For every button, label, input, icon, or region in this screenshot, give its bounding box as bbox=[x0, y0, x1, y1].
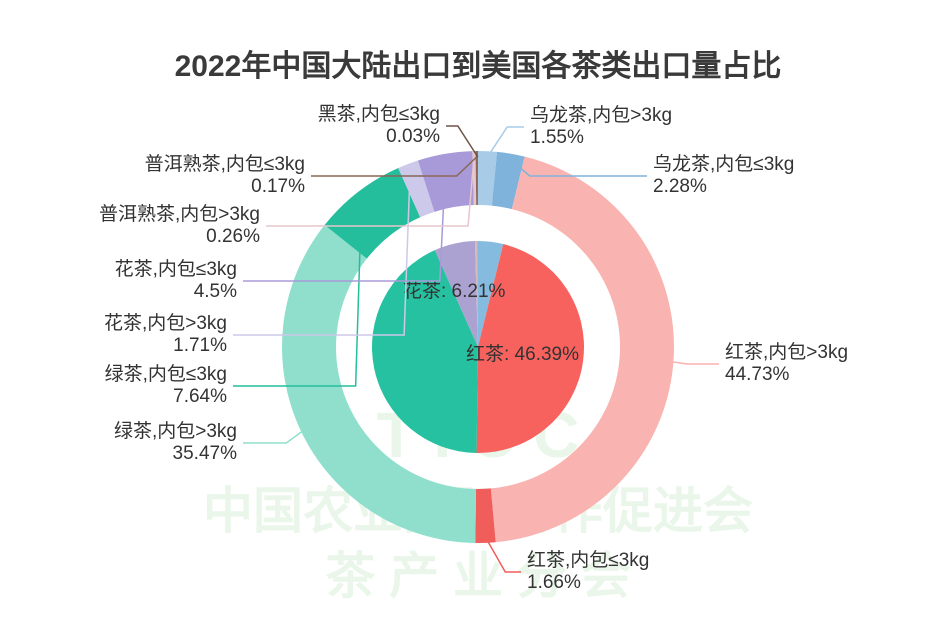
data-label: 花茶: 6.21% bbox=[403, 280, 506, 302]
chart-title: 2022年中国大陆出口到美国各茶类出口量占比 bbox=[175, 49, 782, 83]
slice-label: 花茶,内包>3kg bbox=[104, 312, 227, 334]
leader-line bbox=[667, 360, 719, 365]
data-label: 1.66% bbox=[527, 572, 581, 593]
pie-slice bbox=[282, 225, 477, 543]
data-label: 0.26% bbox=[206, 226, 260, 247]
pie-slice bbox=[490, 156, 675, 543]
pie-slice bbox=[324, 167, 421, 259]
data-label: 2.28% bbox=[653, 176, 707, 197]
pie-slice bbox=[474, 241, 478, 347]
slice-label: 普洱熟茶,内包>3kg bbox=[99, 203, 260, 225]
data-label: 35.47% bbox=[173, 443, 238, 464]
leader-line bbox=[486, 126, 524, 158]
leader-line bbox=[243, 427, 307, 444]
data-label: 红茶: 46.39% bbox=[466, 343, 579, 365]
slice-label: 普洱熟茶,内包≤3kg bbox=[145, 153, 305, 175]
slice-label: 绿茶,内包≤3kg bbox=[105, 363, 227, 385]
data-label: 4.5% bbox=[194, 281, 237, 302]
pie-slice bbox=[398, 160, 435, 218]
leader-line bbox=[243, 159, 447, 282]
data-label: 1.71% bbox=[173, 335, 227, 356]
slice-label: 花茶,内包≤3kg bbox=[115, 258, 237, 280]
pie-slice bbox=[372, 250, 478, 453]
pie-slice bbox=[417, 151, 474, 212]
slice-label: 红茶,内包≤3kg bbox=[527, 549, 649, 571]
data-label: 0.17% bbox=[251, 176, 305, 197]
leader-line bbox=[446, 125, 479, 158]
pie-slice bbox=[475, 488, 496, 543]
pie-slice bbox=[475, 151, 478, 206]
pie-slice bbox=[478, 151, 498, 206]
pie-slice bbox=[491, 151, 525, 210]
pie-slice bbox=[476, 244, 584, 453]
data-label: 0.03% bbox=[386, 126, 440, 147]
watermark: 茶 产 业 分 会 bbox=[325, 548, 631, 604]
pie-slice bbox=[478, 241, 504, 347]
data-label: 1.55% bbox=[530, 127, 584, 148]
leader-line bbox=[266, 156, 475, 227]
leader-line bbox=[311, 156, 478, 177]
data-label: 44.73% bbox=[725, 364, 790, 385]
leader-line bbox=[233, 196, 363, 387]
slice-label: 红茶,内包>3kg bbox=[725, 341, 848, 363]
data-label: 7.64% bbox=[173, 386, 227, 407]
leader-line bbox=[233, 169, 411, 336]
slice-label: 黑茶,内包≤3kg bbox=[318, 103, 440, 125]
slice-label: 乌龙茶,内包>3kg bbox=[530, 104, 672, 126]
slice-label: 乌龙茶,内包≤3kg bbox=[653, 153, 794, 175]
leader-line bbox=[509, 159, 647, 177]
leader-line bbox=[484, 536, 521, 573]
pie-slice bbox=[434, 241, 478, 347]
slice-label: 绿茶,内包>3kg bbox=[114, 420, 237, 442]
